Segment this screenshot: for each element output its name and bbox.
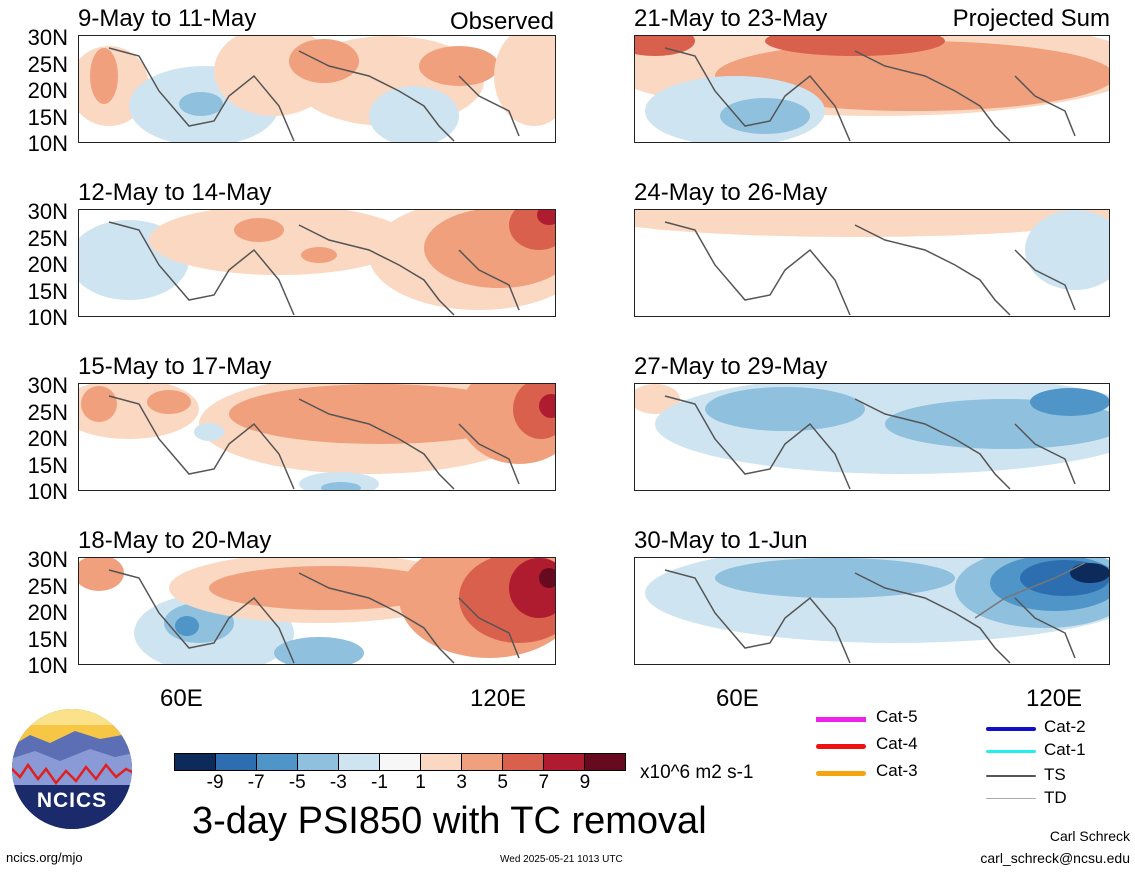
lat-label: 10N bbox=[27, 131, 68, 156]
panel-title: 12-May to 14-May bbox=[78, 179, 272, 206]
colorbar-tick-label: -5 bbox=[288, 772, 306, 793]
lat-label: 10N bbox=[27, 479, 68, 504]
anomaly-map bbox=[634, 557, 1110, 665]
lat-label: 20N bbox=[27, 252, 68, 277]
colorbar-segment bbox=[462, 754, 503, 770]
panel-title: 27-May to 29-May bbox=[634, 353, 828, 380]
legend-line-cat2 bbox=[986, 727, 1036, 731]
colorbar-segment bbox=[175, 754, 216, 770]
lat-label: 30N bbox=[27, 547, 68, 572]
lat-label: 15N bbox=[27, 279, 68, 304]
legend-label: Cat-3 bbox=[876, 761, 918, 780]
ncics-logo: NCICS bbox=[10, 707, 134, 831]
legend-label: Cat-2 bbox=[1044, 717, 1086, 736]
footer-timestamp: Wed 2025-05-21 1013 UTC bbox=[500, 854, 623, 865]
lat-label: 15N bbox=[27, 453, 68, 478]
lat-label: 30N bbox=[27, 373, 68, 398]
colorbar-segment bbox=[216, 754, 257, 770]
colorbar-segment bbox=[257, 754, 298, 770]
legend-label: Cat-1 bbox=[1044, 740, 1086, 759]
colorbar-segment bbox=[544, 754, 585, 770]
anomaly-map bbox=[634, 383, 1110, 491]
anomaly-map bbox=[78, 383, 556, 491]
lon-label: 60E bbox=[716, 685, 759, 712]
anomaly-map bbox=[634, 209, 1110, 317]
colorbar-tick-label: -3 bbox=[329, 772, 347, 793]
colorbar-segment bbox=[421, 754, 462, 770]
panel-title: 24-May to 26-May bbox=[634, 179, 828, 206]
lat-label: 25N bbox=[27, 400, 68, 425]
lat-label: 20N bbox=[27, 426, 68, 451]
legend-label: Cat-5 bbox=[876, 707, 918, 726]
anomaly-map bbox=[78, 557, 556, 665]
colorbar bbox=[174, 753, 626, 771]
colorbar-tick-label: -7 bbox=[247, 772, 265, 793]
colorbar-tick-label: 7 bbox=[538, 772, 550, 793]
panel-tag-observed: Observed bbox=[449, 8, 554, 35]
legend-label: Cat-4 bbox=[876, 734, 918, 753]
lat-label: 15N bbox=[27, 627, 68, 652]
footer-email[interactable]: carl_schreck@ncsu.edu bbox=[980, 850, 1130, 866]
footer-url[interactable]: ncics.org/mjo bbox=[6, 850, 83, 865]
panel-title: 21-May to 23-May bbox=[634, 5, 828, 32]
main-title: 3-day PSI850 with TC removal bbox=[192, 800, 707, 842]
legend-line-cat5 bbox=[816, 717, 866, 722]
footer-author: Carl Schreck bbox=[1049, 828, 1130, 844]
colorbar-units: x10^6 m2 s-1 bbox=[640, 762, 754, 783]
colorbar-segment bbox=[298, 754, 339, 770]
lat-label: 10N bbox=[27, 653, 68, 678]
anomaly-map bbox=[634, 35, 1110, 143]
legend-label: TS bbox=[1044, 765, 1066, 784]
lat-label: 25N bbox=[27, 52, 68, 77]
lat-label: 25N bbox=[27, 226, 68, 251]
lat-label: 30N bbox=[27, 199, 68, 224]
colorbar-segment bbox=[339, 754, 380, 770]
colorbar-tick-label: -9 bbox=[206, 772, 224, 793]
colorbar-tick-label: 3 bbox=[456, 772, 467, 793]
lat-label: 15N bbox=[27, 105, 68, 130]
lon-label: 120E bbox=[1026, 685, 1083, 712]
lat-label: 30N bbox=[27, 25, 68, 50]
logo-text: NCICS bbox=[36, 789, 108, 812]
anomaly-map bbox=[78, 209, 556, 317]
anomaly-map bbox=[78, 35, 556, 143]
legend-line-cat4 bbox=[816, 744, 866, 749]
legend-line-ts bbox=[986, 775, 1036, 777]
colorbar-tick-label: 9 bbox=[579, 772, 591, 793]
legend-line-cat3 bbox=[816, 771, 866, 776]
panel-tag-projected: Projected Sum bbox=[952, 5, 1110, 32]
panel-title: 9-May to 11-May bbox=[78, 5, 257, 32]
lat-label: 20N bbox=[27, 78, 68, 103]
legend-line-td bbox=[986, 798, 1036, 799]
colorbar-tick-label: -1 bbox=[371, 772, 388, 793]
lat-label: 25N bbox=[27, 574, 68, 599]
panel-title: 30-May to 1-Jun bbox=[634, 527, 808, 554]
legend-line-cat1 bbox=[986, 750, 1036, 753]
panel-title: 18-May to 20-May bbox=[78, 527, 272, 554]
colorbar-tick-label: 1 bbox=[415, 772, 426, 793]
colorbar-segment bbox=[503, 754, 544, 770]
lon-label: 60E bbox=[160, 685, 203, 712]
panel-title: 15-May to 17-May bbox=[78, 353, 272, 380]
colorbar-tick-label: 5 bbox=[497, 772, 508, 793]
lat-label: 20N bbox=[27, 600, 68, 625]
lon-label: 120E bbox=[470, 685, 527, 712]
colorbar-segment bbox=[380, 754, 421, 770]
colorbar-segment bbox=[585, 754, 625, 770]
legend-label: TD bbox=[1044, 788, 1067, 807]
lat-label: 10N bbox=[27, 305, 68, 330]
